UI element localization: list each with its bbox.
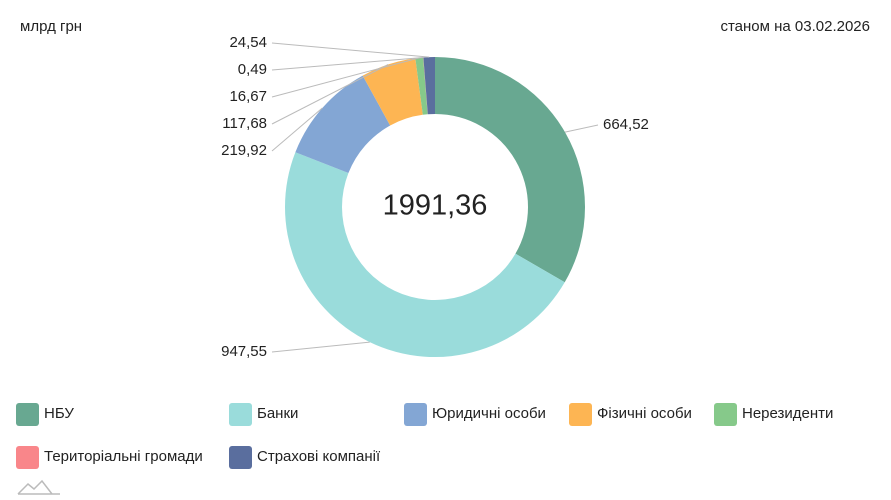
data-label: 664,52: [603, 116, 649, 133]
legend-swatch: [569, 403, 592, 426]
legend-swatch: [714, 403, 737, 426]
data-label: 117,68: [222, 115, 267, 132]
legend-label: Банки: [257, 405, 298, 422]
legend-label: Страхові компанії: [257, 448, 381, 465]
slice: [285, 152, 565, 357]
legend-label: Юридичні особи: [432, 405, 546, 422]
leader-line: [564, 124, 599, 133]
legend-swatch: [16, 403, 39, 426]
data-label: 16,67: [229, 88, 267, 105]
total-label: 1991,36: [383, 190, 488, 222]
data-label: 219,92: [221, 142, 267, 159]
slice: [423, 57, 435, 115]
data-label: 0,49: [238, 61, 267, 78]
legend-label: Нерезиденти: [742, 405, 833, 422]
leader-line: [271, 56, 424, 71]
legend-swatch: [404, 403, 427, 426]
slice: [415, 57, 428, 115]
legend-swatch: [16, 446, 39, 469]
leader-line: [271, 341, 370, 353]
leader-line: [271, 107, 323, 152]
unit-label: млрд грн: [20, 18, 82, 35]
data-label: 24,54: [229, 34, 267, 51]
leader-line: [271, 64, 389, 125]
legend-swatch: [229, 446, 252, 469]
logo: [17, 479, 60, 495]
date-label: станом на 03.02.2026: [720, 18, 870, 35]
slice: [362, 58, 423, 126]
legend-swatch: [229, 403, 252, 426]
slice: [435, 57, 586, 283]
legend-label: Територіальні громади: [44, 448, 203, 465]
data-label: 947,55: [221, 343, 267, 360]
legend-label: НБУ: [44, 405, 74, 422]
legend-label: Фізичні особи: [597, 405, 692, 422]
slice: [295, 75, 391, 174]
leader-line: [271, 42, 430, 58]
leader-line: [271, 57, 420, 98]
slice: [423, 57, 428, 115]
